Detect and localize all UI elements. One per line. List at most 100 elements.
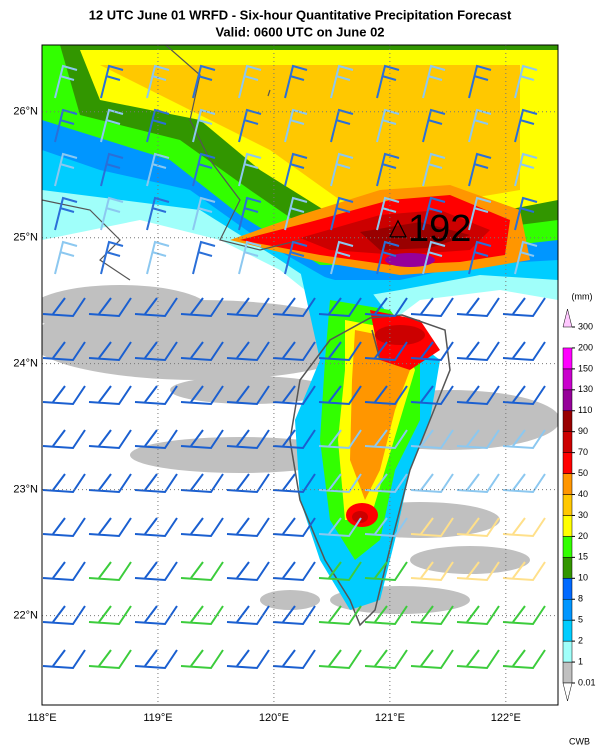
wind-barb — [238, 108, 262, 143]
wind-barb — [42, 297, 86, 318]
wind-barb — [54, 196, 78, 231]
latitude-label: 22°N — [13, 609, 38, 621]
wind-barb — [272, 429, 316, 450]
wind-barb — [364, 385, 408, 406]
wind-barb — [422, 240, 446, 275]
wind-barb — [364, 297, 408, 318]
latitude-label: 25°N — [13, 232, 38, 244]
wind-barb — [318, 561, 362, 582]
wind-barb — [284, 196, 308, 231]
wind-barb — [192, 240, 216, 275]
colorbar-label: 20 — [578, 531, 588, 541]
wind-barb — [54, 240, 78, 275]
colorbar-swatch — [562, 661, 573, 684]
wind-barb — [192, 152, 216, 187]
wind-barb — [330, 240, 354, 275]
colorbar-swatch — [562, 368, 573, 391]
max-value: 192 — [408, 208, 471, 250]
wind-barb — [180, 473, 224, 494]
wind-barb — [134, 649, 178, 670]
latitude-label: 24°N — [13, 358, 38, 370]
wind-barb — [100, 152, 124, 187]
colorbar-swatch — [562, 452, 573, 474]
wind-barb — [318, 297, 362, 318]
wind-barb — [180, 517, 224, 538]
wind-barb — [88, 517, 132, 538]
wind-barb — [502, 385, 546, 406]
wind-barb — [226, 605, 270, 626]
wind-barb — [318, 385, 362, 406]
colorbar-swatch — [562, 347, 573, 370]
wind-barb — [410, 385, 454, 406]
colorbar-under — [562, 682, 573, 702]
colorbar-swatch — [562, 431, 573, 453]
colorbar-label: 110 — [578, 405, 592, 415]
wind-barb — [100, 108, 124, 143]
wind-barb — [272, 605, 316, 626]
wind-barb — [514, 152, 538, 187]
wind-barb — [180, 297, 224, 318]
wind-barb — [134, 385, 178, 406]
wind-barb — [226, 473, 270, 494]
wind-barb — [42, 341, 86, 362]
colorbar-swatch — [562, 494, 573, 516]
wind-barb — [376, 152, 400, 187]
wind-barb — [318, 605, 362, 626]
wind-barb — [422, 64, 446, 99]
colorbar-swatch — [562, 557, 573, 579]
colorbar-over — [562, 308, 573, 328]
wind-barb — [100, 196, 124, 231]
wind-barb — [318, 517, 362, 538]
wind-barb — [376, 196, 400, 231]
wind-barb — [410, 297, 454, 318]
wind-barb — [180, 385, 224, 406]
wind-barb — [134, 605, 178, 626]
wind-barb — [330, 152, 354, 187]
longitude-label: 121°E — [375, 712, 405, 724]
wind-barb — [180, 341, 224, 362]
wind-barb — [146, 152, 170, 187]
wind-barb — [134, 473, 178, 494]
wind-barb — [422, 108, 446, 143]
colorbar-swatch — [562, 473, 573, 495]
wind-barb — [468, 152, 492, 187]
colorbar-label: 10 — [578, 573, 588, 583]
wind-barb — [238, 196, 262, 231]
wind-barb — [272, 341, 316, 362]
wind-barb — [134, 341, 178, 362]
longitude-label: 119°E — [143, 712, 172, 724]
wind-barb — [146, 108, 170, 143]
wind-barb — [88, 605, 132, 626]
precipitation-field — [42, 45, 558, 705]
longitude-label: 122°E — [491, 712, 521, 724]
wind-barb — [238, 64, 262, 99]
wind-barb — [456, 649, 500, 670]
wind-barb — [134, 561, 178, 582]
coastline — [289, 314, 451, 627]
colorbar-swatch — [562, 536, 573, 558]
wind-barb — [284, 108, 308, 143]
wind-barb — [88, 649, 132, 670]
colorbar-label: 0.01 — [578, 677, 596, 687]
map-frame — [41, 44, 559, 706]
max-marker — [389, 219, 407, 238]
colorbar-label: 90 — [578, 426, 588, 436]
wind-barb — [146, 196, 170, 231]
wind-barb — [272, 385, 316, 406]
colorbar-swatch — [562, 640, 573, 663]
colorbar-label: 15 — [578, 552, 588, 562]
wind-barb — [42, 561, 86, 582]
wind-barb — [410, 517, 454, 538]
wind-barb — [410, 429, 454, 450]
wind-barb — [88, 385, 132, 406]
colorbar-swatch — [562, 598, 573, 621]
wind-barb — [192, 108, 216, 143]
wind-barb — [42, 517, 86, 538]
colorbar: 0.01 1 2 5 8 10 15 20 30 40 50 70 90 110 130 150 200 300 — [562, 308, 596, 702]
wind-barb — [88, 341, 132, 362]
wind-barb — [456, 517, 500, 538]
wind-barb — [272, 517, 316, 538]
wind-barb — [42, 605, 86, 626]
wind-barb — [192, 64, 216, 99]
wind-barb — [514, 240, 538, 275]
